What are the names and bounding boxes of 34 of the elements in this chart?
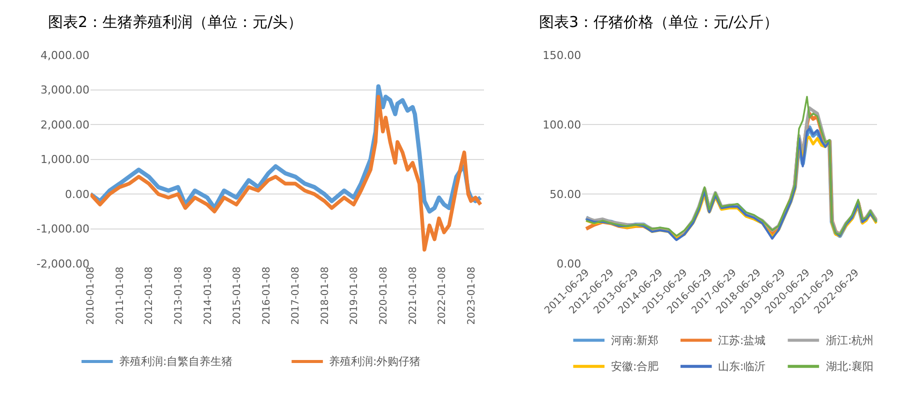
- y-tick-label: 50.00: [550, 188, 582, 201]
- y-tick-label: 3,000.00: [40, 84, 90, 97]
- x-tick-label: 2012-01-08: [144, 266, 156, 325]
- x-tick-label: 2011-01-08: [114, 266, 126, 325]
- x-tick-label: 2013-01-08: [174, 266, 185, 325]
- legend-label: 山东:临沂: [718, 360, 766, 373]
- legend-label: 养殖利润:外购仔猪: [329, 355, 421, 368]
- line-series: [90, 94, 482, 252]
- y-tick-label: 0.00: [556, 257, 582, 270]
- legend-label: 江苏:盐城: [718, 334, 766, 347]
- x-tick-label: 2023-01-08: [466, 266, 478, 325]
- legend-label: 养殖利润:自繁自养生猪: [119, 355, 233, 368]
- x-tick-label: 2017-01-08: [290, 266, 302, 325]
- legend-label: 安徽:合肥: [611, 360, 659, 373]
- x-tick-label: 2019-01-08: [349, 266, 360, 325]
- x-tick-label: 2020-01-08: [378, 266, 390, 325]
- x-tick-label: 2014-01-08: [202, 266, 214, 325]
- y-tick-label: 100.00: [542, 118, 582, 132]
- chart-title: 图表2：生猪养殖利润（单位：元/头）: [48, 13, 303, 31]
- y-tick-label: 1,000.00: [40, 153, 90, 166]
- legend-label: 河南:新郑: [611, 334, 659, 347]
- x-tick-label: 2016-01-08: [261, 266, 272, 325]
- x-tick-label: 2021-01-08: [408, 266, 419, 325]
- y-tick-label: 4,000.00: [40, 48, 90, 62]
- x-tick-label: 2015-01-08: [232, 266, 244, 325]
- y-tick-label: 150.00: [542, 48, 582, 62]
- legend-label: 湖北:襄阳: [826, 360, 874, 373]
- y-tick-label: 2,000.00: [40, 118, 90, 132]
- chart-title: 图表3：仔猪价格（单位：元/公斤）: [539, 13, 779, 31]
- y-tick-label: 0.00: [64, 188, 90, 201]
- x-tick-label: 2022-01-08: [437, 266, 448, 325]
- y-tick-label: -1,000.00: [36, 222, 90, 236]
- x-tick-label: 2018-01-08: [320, 266, 331, 325]
- legend-label: 浙江:杭州: [826, 334, 874, 347]
